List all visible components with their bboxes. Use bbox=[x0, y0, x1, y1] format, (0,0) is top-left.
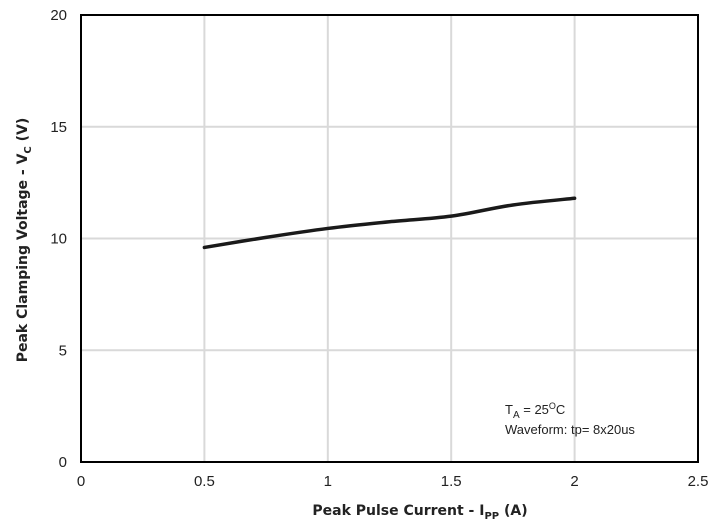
annotation: TA = 25OC Waveform: tp= 8x20us bbox=[505, 401, 635, 437]
series-line bbox=[202, 196, 577, 250]
annotation-temperature: TA = 25OC bbox=[505, 401, 565, 421]
y-tick-label: 15 bbox=[50, 119, 67, 136]
plot-frame bbox=[80, 14, 699, 463]
x-axis-title: Peak Pulse Current - IPP (A) bbox=[312, 503, 527, 521]
x-tick-label: 2 bbox=[570, 473, 578, 490]
series bbox=[202, 196, 577, 250]
y-tick-label: 20 bbox=[50, 7, 67, 24]
grid bbox=[81, 15, 698, 462]
y-tick-label: 0 bbox=[59, 454, 67, 471]
y-axis-title: Peak Clamping Voltage - VC (V) bbox=[15, 118, 34, 363]
x-tick-label: 1.5 bbox=[441, 473, 462, 490]
y-tick-label: 5 bbox=[59, 342, 67, 359]
x-tick-label: 2.5 bbox=[688, 473, 709, 490]
x-tick-label: 0 bbox=[77, 473, 85, 490]
y-tick-label: 10 bbox=[50, 231, 67, 248]
x-tick-label: 1 bbox=[324, 473, 332, 490]
tick-labels: 0 0.5 1 1.5 2 2.5 0 5 10 15 20 bbox=[50, 7, 708, 490]
x-tick-label: 0.5 bbox=[194, 473, 215, 490]
annotation-waveform: Waveform: tp= 8x20us bbox=[505, 422, 635, 437]
